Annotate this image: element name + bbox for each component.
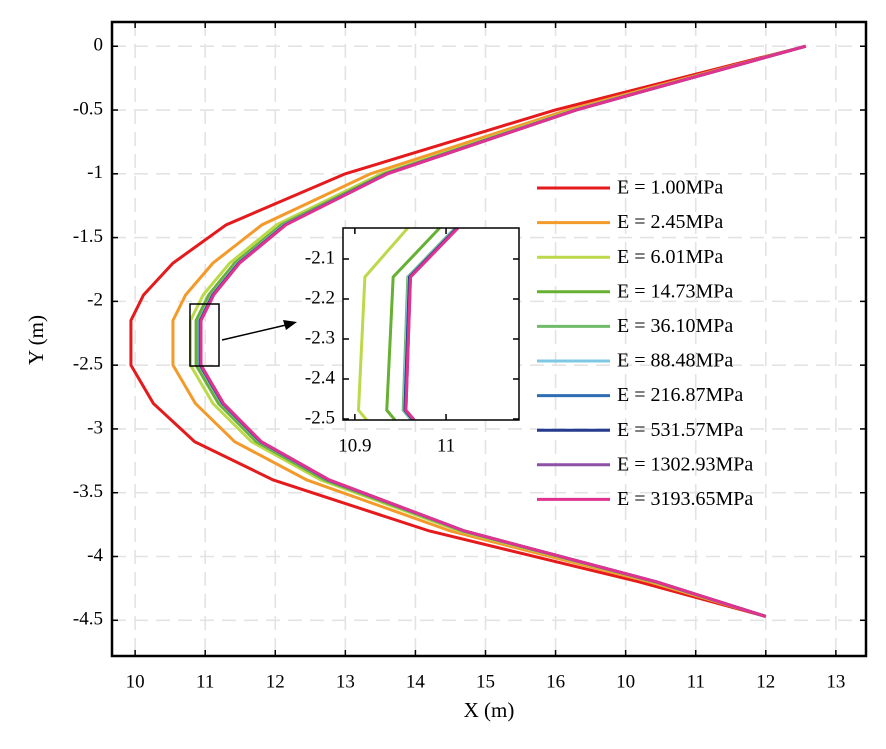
y-tick-label: -4.5 bbox=[73, 609, 103, 630]
y-tick-label: -2 bbox=[87, 290, 103, 311]
y-axis-label: Y (m) bbox=[24, 315, 48, 365]
zoom-box bbox=[189, 303, 220, 367]
zoom-arrow bbox=[221, 324, 287, 341]
y-tick-label: -3.5 bbox=[73, 481, 103, 502]
x-tick-label: 11 bbox=[196, 671, 214, 692]
x-tick-label: 15 bbox=[476, 671, 495, 692]
series-line bbox=[385, 228, 441, 420]
plot-area bbox=[343, 228, 519, 420]
x-tick-label: 14 bbox=[406, 671, 426, 692]
y-tick-label: 0 bbox=[94, 35, 104, 56]
legend-label: E = 6.01MPa bbox=[617, 246, 723, 268]
series-line bbox=[171, 44, 807, 618]
lines bbox=[356, 228, 459, 420]
series-line bbox=[404, 228, 459, 420]
x-tick-label: 13 bbox=[826, 671, 845, 692]
legend-label: E = 531.57MPa bbox=[617, 419, 743, 441]
legend-label: E = 1302.93MPa bbox=[617, 453, 753, 475]
arrow-head bbox=[283, 320, 297, 330]
y-tick-label: -4 bbox=[87, 545, 103, 566]
legend-label: E = 2.45MPa bbox=[617, 211, 723, 233]
y-tick-label: -2.5 bbox=[73, 354, 103, 375]
axes-frame bbox=[110, 20, 868, 658]
x-tick-label: 10 bbox=[616, 671, 635, 692]
x-tick-label: 11 bbox=[437, 435, 455, 456]
x-tick-label: 12 bbox=[756, 671, 775, 692]
y-tick-label: -2.2 bbox=[305, 287, 335, 308]
legend: E = 1.00MPa E = 2.45MPa E = 6.01MPa E = 14.… bbox=[537, 177, 753, 510]
legend-label: E = 36.10MPa bbox=[617, 315, 733, 337]
legend-label: E = 14.73MPa bbox=[617, 280, 733, 302]
lines bbox=[129, 44, 807, 618]
legend-label: E = 1.00MPa bbox=[617, 177, 723, 199]
y-tick-label: -3 bbox=[87, 417, 103, 438]
y-tick-label: -2.1 bbox=[305, 247, 335, 268]
y-tick-label: -0.5 bbox=[73, 98, 103, 119]
axes-frame bbox=[342, 227, 520, 421]
x-tick-label: 12 bbox=[266, 671, 285, 692]
x-tick-label: 11 bbox=[687, 671, 705, 692]
y-tick-label: -2.5 bbox=[305, 407, 335, 428]
x-tick-label: 16 bbox=[546, 671, 565, 692]
y-tick-label: -1.5 bbox=[73, 226, 103, 247]
legend-label: E = 3193.65MPa bbox=[617, 488, 753, 510]
inset-plot: 10.9 11 -2.1 -2.2 -2.3 -2.4 -2.5 bbox=[305, 227, 520, 456]
x-tick-label: 10 bbox=[126, 671, 145, 692]
x-tick-label: 13 bbox=[336, 671, 355, 692]
x-axis-label: X (m) bbox=[464, 698, 515, 722]
legend-label: E = 216.87MPa bbox=[617, 384, 743, 406]
y-tick-label: -2.3 bbox=[305, 327, 335, 348]
y-tick-label: -2.4 bbox=[305, 367, 336, 388]
series-line bbox=[129, 44, 807, 618]
legend-label: E = 88.48MPa bbox=[617, 350, 733, 372]
x-tick-label: 10.9 bbox=[338, 435, 371, 456]
main-plot: 10 11 12 13 14 15 16 10 11 12 13 0 -0.5 -1 -1.5 -2 -2.5 -… bbox=[24, 20, 868, 722]
series-line bbox=[199, 44, 807, 618]
series-line bbox=[356, 228, 409, 420]
y-tick-label: -1 bbox=[87, 162, 103, 183]
